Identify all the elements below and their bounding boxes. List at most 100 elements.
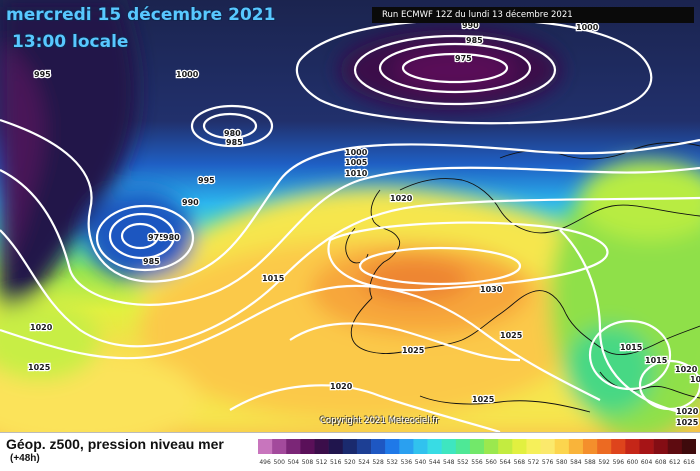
isobar-label: 980 bbox=[224, 129, 241, 138]
color-swatch bbox=[356, 439, 372, 454]
scale-tick-label: 552 bbox=[457, 459, 469, 466]
isobar-label: 1015 bbox=[690, 375, 700, 384]
color-swatch bbox=[272, 439, 287, 454]
color-swatch bbox=[427, 439, 442, 454]
scale-tick-label: 556 bbox=[471, 459, 483, 466]
color-swatch bbox=[681, 439, 696, 454]
scale-tick-label: 584 bbox=[570, 459, 582, 466]
scale-tick-label: 524 bbox=[358, 459, 370, 466]
scale-tick-label: 572 bbox=[528, 459, 540, 466]
isobar-label: 990 bbox=[182, 198, 199, 207]
color-swatch bbox=[469, 439, 485, 454]
isobar-label: 1020 bbox=[30, 323, 53, 332]
color-swatch bbox=[455, 439, 471, 454]
color-swatch bbox=[300, 439, 315, 454]
color-swatch bbox=[399, 439, 414, 454]
scale-tick-label: 544 bbox=[429, 459, 441, 466]
scale-tick-label: 496 bbox=[259, 459, 271, 466]
isobar-label: 1015 bbox=[645, 356, 668, 365]
model-run-label: Run ECMWF 12Z du lundi 13 décembre 2021 bbox=[372, 7, 694, 23]
legend-title: Géop. z500, pression niveau mer bbox=[6, 436, 224, 452]
color-swatch bbox=[385, 439, 400, 454]
scale-tick-label: 600 bbox=[627, 459, 639, 466]
color-swatch bbox=[484, 439, 499, 454]
scale-tick-label: 516 bbox=[330, 459, 342, 466]
isobar-label: 1020 bbox=[330, 382, 353, 391]
color-swatch bbox=[653, 439, 669, 454]
isobar-label: 995 bbox=[34, 70, 51, 79]
scale-tick-label: 592 bbox=[598, 459, 610, 466]
color-swatch bbox=[526, 439, 541, 454]
scale-tick-label: 532 bbox=[387, 459, 399, 466]
color-swatch bbox=[597, 439, 612, 454]
scale-tick-label: 604 bbox=[641, 459, 653, 466]
forecast-lead-time: (+48h) bbox=[10, 453, 40, 464]
legend-bar: Géop. z500, pression niveau mer (+48h) 4… bbox=[0, 432, 700, 471]
isobar-label: 1005 bbox=[345, 158, 368, 167]
isobar-label: 990 bbox=[462, 21, 479, 30]
color-swatch bbox=[667, 439, 683, 454]
isobar-label: 980 bbox=[163, 233, 180, 242]
isobar-label: 985 bbox=[226, 138, 243, 147]
scale-tick-label: 612 bbox=[669, 459, 681, 466]
color-swatch bbox=[554, 439, 570, 454]
scale-tick-label: 500 bbox=[273, 459, 285, 466]
scale-tick-label: 608 bbox=[655, 459, 667, 466]
scale-tick-label: 596 bbox=[613, 459, 625, 466]
color-swatch bbox=[441, 439, 457, 454]
color-swatch bbox=[258, 439, 273, 454]
color-swatch bbox=[286, 439, 301, 454]
scale-tick-label: 560 bbox=[485, 459, 497, 466]
color-swatch bbox=[371, 439, 386, 454]
isobar-label: 1020 bbox=[390, 194, 413, 203]
isobar-label: 975 bbox=[148, 233, 165, 242]
scale-tick-label: 540 bbox=[415, 459, 427, 466]
scale-tick-label: 576 bbox=[542, 459, 554, 466]
forecast-date: mercredi 15 décembre 2021 bbox=[6, 5, 276, 25]
color-swatch bbox=[314, 439, 329, 454]
color-swatch bbox=[582, 439, 598, 454]
scale-tick-label: 580 bbox=[556, 459, 568, 466]
isobar-label: 1015 bbox=[620, 343, 643, 352]
color-swatch bbox=[342, 439, 358, 454]
color-swatch bbox=[639, 439, 654, 454]
scale-tick-label: 588 bbox=[584, 459, 596, 466]
scale-tick-label: 548 bbox=[443, 459, 455, 466]
color-swatch bbox=[413, 439, 428, 454]
isobar-label: 1020 bbox=[676, 407, 699, 416]
scale-tick-label: 528 bbox=[372, 459, 384, 466]
isobar-label: 1015 bbox=[262, 274, 285, 283]
color-swatch bbox=[625, 439, 640, 454]
scale-tick-label: 564 bbox=[500, 459, 512, 466]
isobar-label: 1000 bbox=[176, 70, 199, 79]
isobar-label: 1030 bbox=[480, 285, 503, 294]
isobar-label: 1025 bbox=[500, 331, 523, 340]
scale-tick-label: 616 bbox=[683, 459, 695, 466]
isobar-label: 985 bbox=[143, 257, 160, 266]
scale-tick-label: 536 bbox=[401, 459, 413, 466]
isobar-label: 1010 bbox=[345, 169, 368, 178]
scale-tick-label: 504 bbox=[288, 459, 300, 466]
isobar-label: 995 bbox=[198, 176, 215, 185]
color-scale: 496 500 504 508 512 516 520 524 528 532 536 540 544 5… bbox=[258, 439, 696, 466]
isobar-label: 975 bbox=[455, 54, 472, 63]
isobar-label: 1025 bbox=[28, 363, 51, 372]
color-swatch bbox=[328, 439, 344, 454]
forecast-time: 13:00 locale bbox=[12, 32, 129, 52]
isobar-label: 1000 bbox=[576, 23, 599, 32]
isobar-label: 1020 bbox=[675, 365, 698, 374]
isobar-label: 1025 bbox=[472, 395, 495, 404]
scale-tick-label: 520 bbox=[344, 459, 356, 466]
color-swatch bbox=[568, 439, 584, 454]
scale-tick-label: 508 bbox=[302, 459, 314, 466]
color-swatch bbox=[498, 439, 513, 454]
isobar-label: 985 bbox=[466, 36, 483, 45]
copyright-label: Copyright 2021 Meteociel.fr bbox=[320, 416, 439, 426]
isobar-label: 1000 bbox=[345, 148, 368, 157]
scale-tick-label: 568 bbox=[514, 459, 526, 466]
color-swatch bbox=[611, 439, 626, 454]
color-swatch bbox=[540, 439, 556, 454]
